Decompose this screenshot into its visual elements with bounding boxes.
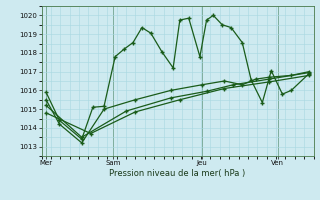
X-axis label: Pression niveau de la mer( hPa ): Pression niveau de la mer( hPa ): [109, 169, 246, 178]
